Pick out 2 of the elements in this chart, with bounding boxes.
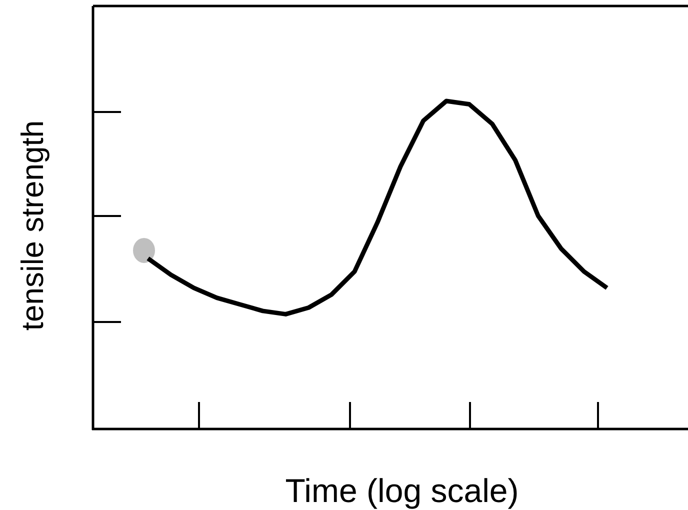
y-axis-title: tensile strength xyxy=(15,120,50,331)
x-axis-title: Time (log scale) xyxy=(285,472,519,509)
